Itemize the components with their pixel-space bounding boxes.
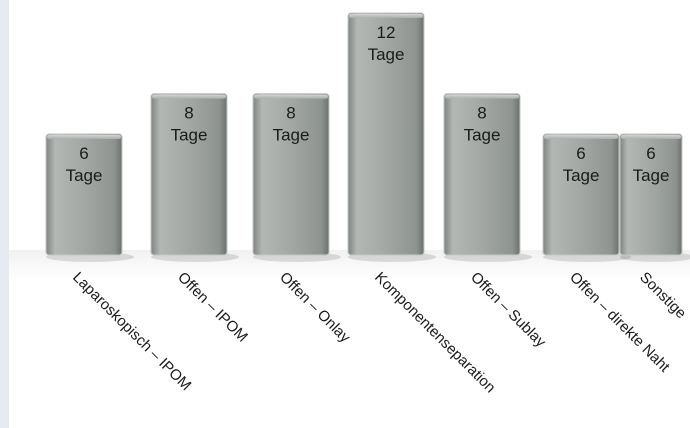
bar-top-bevel xyxy=(445,94,519,99)
bar-value-label: 12 Tage xyxy=(368,23,405,64)
category-label: Offen – IPOM xyxy=(174,269,251,346)
bar-7 xyxy=(619,133,683,256)
bar-value-label: 6 Tage xyxy=(66,144,103,185)
bar-5 xyxy=(443,93,521,256)
bar-top-bevel xyxy=(254,94,328,99)
bar-top-bevel xyxy=(152,94,226,99)
bar-value-label: 6 Tage xyxy=(563,144,600,185)
category-label: Offen – Sublay xyxy=(467,269,549,351)
bar-value-label: 8 Tage xyxy=(171,104,208,145)
bar-6 xyxy=(542,133,620,256)
bar-value-label: 8 Tage xyxy=(273,104,310,145)
bar-top-bevel xyxy=(621,135,681,139)
bar-top-bevel xyxy=(349,14,423,18)
bar-top-bevel xyxy=(47,135,121,139)
bar-4 xyxy=(347,12,425,256)
bar-1 xyxy=(45,133,123,256)
bar-value-label: 6 Tage xyxy=(633,144,670,185)
bar-2 xyxy=(150,93,228,256)
left-accent-strip xyxy=(0,0,9,428)
bar-top-bevel xyxy=(544,135,618,139)
category-label: Offen – Onlay xyxy=(276,269,354,347)
category-label: Laparoskopisch – IPOM xyxy=(69,269,194,394)
bars-group: 6 Tage 8 Tage 8 Tage 12 Tage 8 Tage 6 Tage 6 Tage xyxy=(45,12,690,262)
bar-3 xyxy=(252,93,330,256)
bar-value-label: 8 Tage xyxy=(464,104,501,145)
